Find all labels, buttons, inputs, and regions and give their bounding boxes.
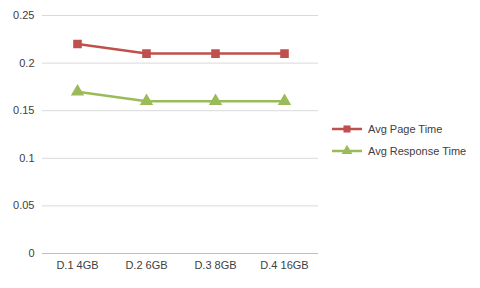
html-text:Avg Response Time: Avg Response Time [368,145,467,157]
svg-text:0.05: 0.05 [13,199,34,211]
svg-text:D.4 16GB: D.4 16GB [260,259,308,271]
svg-text:0.1: 0.1 [19,152,34,164]
svg-text:D.3 8GB: D.3 8GB [194,259,236,271]
svg-text:D.1 4GB: D.1 4GB [56,259,98,271]
svg-text:0.15: 0.15 [13,104,34,116]
svg-text:0: 0 [28,247,34,259]
html-text:Avg Page Time: Avg Page Time [368,123,443,135]
svg-text:0.25: 0.25 [13,9,34,21]
svg-text:D.2 6GB: D.2 6GB [125,259,167,271]
svg-text:0.2: 0.2 [19,57,34,69]
